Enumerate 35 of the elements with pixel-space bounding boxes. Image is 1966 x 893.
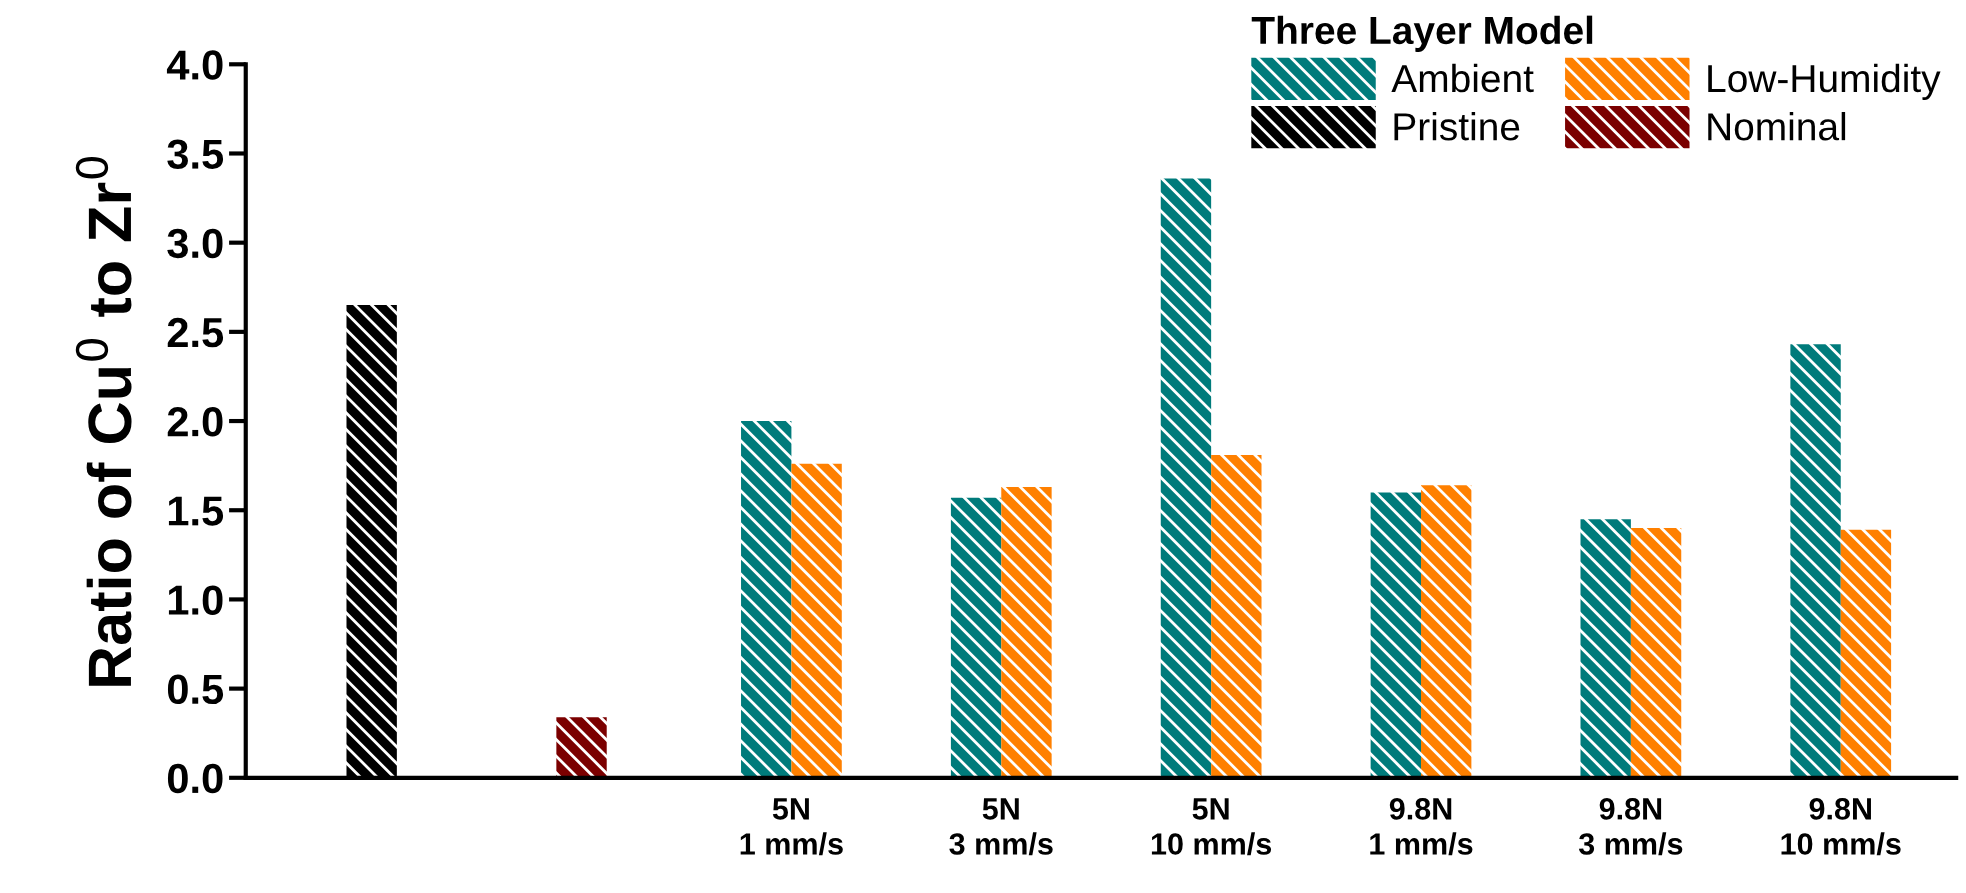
legend-label: Low-Humidity (1708, 63, 1941, 101)
bar (1421, 485, 1472, 778)
y-tick-label: 0.0 (167, 763, 223, 794)
x-tick-label: 9.8N 3 mm/s (1578, 798, 1683, 856)
bar (1840, 529, 1892, 778)
y-tick-label: 1.5 (168, 496, 224, 526)
y-axis-title: Ratio of Cu$^{0}$ to Zr$^{0}$ (75, 156, 132, 686)
bar (1630, 528, 1682, 778)
bar (1001, 487, 1052, 778)
x-tick-label: 9.8N 1 mm/s (1370, 798, 1473, 856)
bar (1211, 454, 1262, 778)
x-tick-label: 5N 3 mm/s (949, 798, 1053, 856)
x-tick-label: 9.8N 10 mm/s (1781, 798, 1901, 856)
y-tick-label: 3.5 (167, 139, 224, 170)
y-tick-label: 0.5 (167, 674, 224, 705)
bar (950, 497, 1002, 778)
legend-title: Three Layer Model (1251, 15, 1593, 52)
bar (1160, 178, 1212, 778)
y-tick-label: 2.0 (167, 407, 223, 437)
y-tick-label: 3.0 (167, 228, 223, 259)
y-tick-label: 1.0 (168, 585, 223, 615)
bar (1790, 344, 1841, 778)
y-tick-label: 2.5 (167, 317, 224, 348)
bar (791, 463, 842, 778)
bar (1370, 492, 1422, 778)
bar (346, 305, 397, 778)
bar (1580, 519, 1631, 778)
legend-label: Ambient (1391, 63, 1534, 93)
legend-label: Nominal (1708, 111, 1846, 141)
x-tick-label: 5N 1 mm/s (740, 798, 843, 856)
bar (556, 717, 607, 778)
legend-label: Pristine (1394, 111, 1520, 141)
y-tick-label: 4.0 (166, 50, 223, 80)
x-tick-label: 5N 10 mm/s (1151, 798, 1272, 856)
bar (741, 421, 792, 778)
